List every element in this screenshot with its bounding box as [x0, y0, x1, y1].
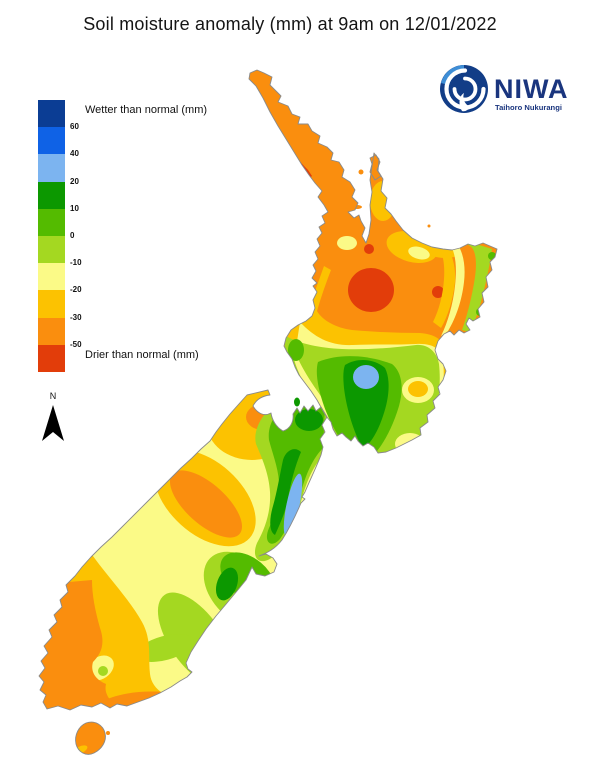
- waiheke-island: [352, 205, 362, 209]
- ni-eastcape-yellow-band: [441, 241, 465, 336]
- stewart-island: [75, 722, 106, 755]
- niwa-logo-graphic: NIWA Taihoro Nukurangi: [440, 65, 569, 113]
- ni-tararua-blue: [353, 365, 379, 389]
- ni-eastcape-gold-band: [433, 243, 456, 328]
- coastlines: [38, 69, 498, 755]
- north-arrow-label: N: [49, 391, 57, 401]
- north-arrow: N: [36, 391, 70, 447]
- niwa-logo: NIWA Taihoro Nukurangi: [438, 62, 590, 116]
- kapiti-island: [324, 401, 330, 411]
- durville-island: [294, 397, 300, 407]
- si-kaikoura-darkgreen-band: [270, 449, 301, 535]
- ni-taupo-red-blob: [348, 268, 394, 312]
- si-coastline: [38, 389, 328, 711]
- si-kaikoura-blue-strip: [283, 473, 303, 537]
- south-island: [39, 390, 327, 710]
- ni-tauranga-yellow: [408, 246, 430, 260]
- north-arrow-icon: [42, 405, 64, 441]
- ni-taranaki-green: [288, 339, 304, 361]
- logo-koru-outer: [444, 68, 486, 110]
- ni-hauraki-yellow: [337, 236, 357, 250]
- logo-wordmark: NIWA: [494, 74, 569, 104]
- logo-koru-tail: [459, 93, 471, 112]
- si-sounds-darkgreen: [295, 409, 323, 431]
- ni-waikato-red-dot: [364, 244, 374, 254]
- logo-koru-inner: [452, 76, 478, 102]
- ni-doubtless-gold: [327, 98, 369, 132]
- mayor-islet: [427, 224, 431, 228]
- ni-mahia-green-dot: [476, 308, 484, 316]
- si-otago-yellowgreen-band: [135, 634, 195, 662]
- ruapuke-islet: [106, 731, 110, 735]
- logo-subtitle: Taihoro Nukurangi: [495, 103, 562, 112]
- si-canterbury-darkgreen: [215, 567, 239, 601]
- stewart-coastline: [75, 721, 106, 755]
- ni-palliser-yellow: [395, 433, 425, 453]
- si-alps-orange: [169, 470, 243, 538]
- ni-doubtless-yellow: [337, 103, 361, 123]
- great-barrier-coastline: [369, 154, 382, 181]
- ni-coastline: [248, 69, 498, 454]
- si-otago-green-dot: [98, 666, 108, 676]
- ni-wairarapa-gold: [408, 381, 428, 397]
- ni-hawkesbay-red-dot: [432, 286, 444, 298]
- ni-eastcape-yellowgreen-strip: [462, 241, 492, 332]
- north-island: [249, 70, 497, 453]
- page-title: Soil moisture anomaly (mm) at 9am on 12/…: [83, 14, 497, 34]
- little-barrier-island: [358, 169, 364, 175]
